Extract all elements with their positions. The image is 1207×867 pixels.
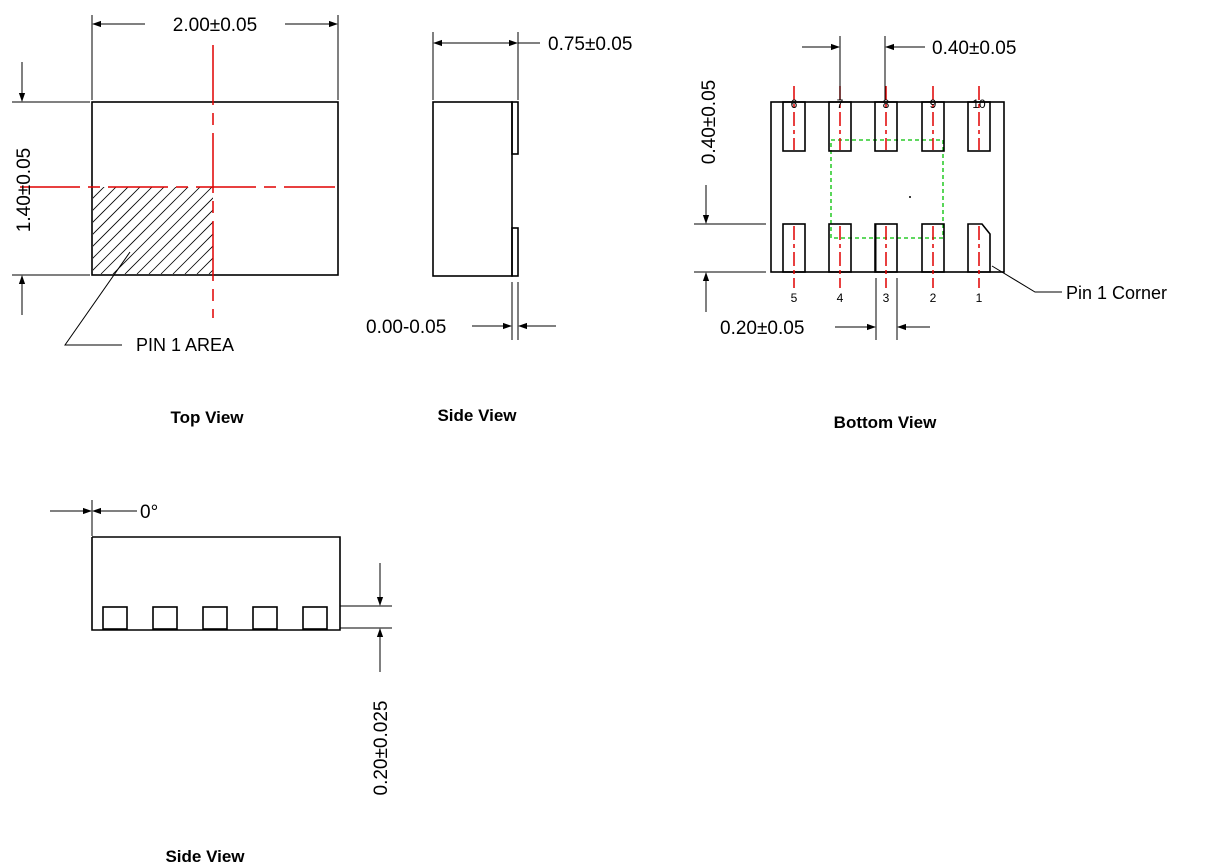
hatch-line <box>208 269 213 274</box>
side-leads <box>102 606 328 630</box>
hatch-line <box>93 187 177 271</box>
hatch-line <box>221 174 321 274</box>
side-view-caption-1: Side View <box>437 406 517 425</box>
hatch-line <box>93 187 105 199</box>
hatch-line <box>93 187 141 235</box>
bottom-view-body <box>770 101 1005 273</box>
pin-number-3: 3 <box>883 291 890 305</box>
hatch-line <box>93 187 129 223</box>
pad-width-dim: 0.20±0.05 <box>720 318 804 339</box>
pin-number-5: 5 <box>791 291 798 305</box>
hatch-line <box>160 221 213 274</box>
pitch-dim: 0.40±0.05 <box>932 38 1016 59</box>
side-lead <box>152 606 178 630</box>
side-view-2-body <box>91 536 341 631</box>
pad-height-dim: 0.20±0.025 <box>371 701 392 796</box>
pad-top <box>967 101 991 152</box>
hatch-line <box>148 209 213 274</box>
pin1-area-hatch <box>93 174 417 274</box>
pin-number-10: 10 <box>972 97 986 111</box>
center-dot <box>909 196 911 198</box>
pad-top <box>782 101 806 152</box>
top-view-caption: Top View <box>170 408 244 427</box>
side-lead <box>202 606 228 630</box>
side-view-1: 0.75±0.05 0.00-0.05 Side View <box>366 32 632 425</box>
side-view-2: 0° 0.20±0.025 Side View <box>50 500 392 866</box>
hatch-line <box>172 233 213 274</box>
pad-bottom-pin1 <box>967 223 991 273</box>
pads <box>782 86 991 288</box>
hatch-line <box>93 187 153 247</box>
hatch-line <box>136 197 213 274</box>
hatch-line <box>124 187 213 274</box>
hatch-line <box>281 174 381 274</box>
side-view-pad-top <box>511 101 519 155</box>
hatch-line <box>269 174 369 274</box>
pin-number-6: 6 <box>791 97 798 111</box>
side-lead <box>252 606 278 630</box>
hatch-line <box>293 174 393 274</box>
side-view-body <box>432 101 513 277</box>
pin-number-2: 2 <box>930 291 937 305</box>
hatch-line <box>305 174 405 274</box>
pin-number-8: 8 <box>883 97 890 111</box>
exposed-pad-outline <box>830 139 944 239</box>
pad-top <box>921 101 945 152</box>
top-view-body <box>91 101 339 276</box>
bottom-view: 6 7 8 9 10 5 4 3 2 1 0.40±0.05 0.40±0.05… <box>694 36 1167 432</box>
side-lead <box>102 606 128 630</box>
bottom-view-caption: Bottom View <box>834 413 937 432</box>
pin1-area-label: PIN 1 AREA <box>136 335 234 355</box>
pin-number-4: 4 <box>837 291 844 305</box>
hatch-line <box>93 187 117 211</box>
pin1-corner-label: Pin 1 Corner <box>1066 283 1167 303</box>
pad-length-dim: 0.40±0.05 <box>699 80 720 164</box>
hatch-line <box>257 174 357 274</box>
pin-number-9: 9 <box>930 97 937 111</box>
hatch-line <box>93 187 165 259</box>
top-height-dim: 1.40±0.05 <box>14 148 35 232</box>
side-standoff-dim: 0.00-0.05 <box>366 317 446 338</box>
side-lead <box>302 606 328 630</box>
pad-top <box>874 101 898 152</box>
hatch-line <box>233 174 333 274</box>
pin-number-7: 7 <box>837 97 844 111</box>
pad-top <box>828 101 852 152</box>
hatch-line <box>245 174 345 274</box>
side-view-pad-bottom <box>511 227 519 277</box>
hatch-line <box>100 187 189 274</box>
pin-number-1: 1 <box>976 291 983 305</box>
side-thickness-dim: 0.75±0.05 <box>548 34 632 55</box>
top-view: 2.00±0.05 1.40±0.05 PIN 1 AREA Top View <box>12 15 417 427</box>
hatch-line <box>184 245 213 274</box>
hatch-line <box>196 257 213 274</box>
angle-dim: 0° <box>140 502 158 523</box>
hatch-line <box>317 174 417 274</box>
top-width-dim: 2.00±0.05 <box>173 15 257 36</box>
side-view-caption-2: Side View <box>165 847 245 866</box>
hatch-line <box>112 187 201 274</box>
